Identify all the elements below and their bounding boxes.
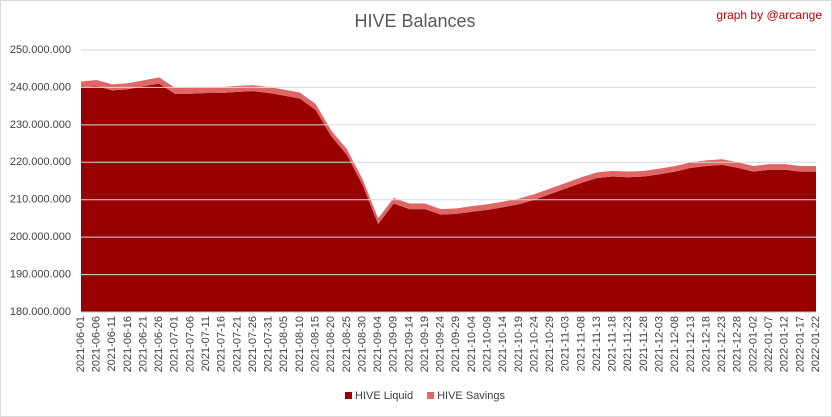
x-tick-label: 2021-11-23 (622, 316, 634, 371)
x-tick-label: 2021-08-20 (325, 316, 337, 372)
x-tick-label: 2021-09-24 (435, 316, 447, 372)
x-tick-label: 2022-01-07 (763, 316, 775, 372)
x-tick-label: 2021-09-09 (388, 316, 400, 372)
chart-title: HIVE Balances (354, 11, 475, 31)
x-tick-label: 2021-06-21 (137, 316, 149, 372)
x-tick-label: 2021-11-08 (575, 316, 587, 371)
x-tick-label: 2021-10-24 (528, 316, 540, 372)
x-tick-label: 2021-07-01 (169, 316, 181, 372)
x-tick-label: 2021-09-14 (403, 316, 415, 372)
x-tick-label: 2021-12-18 (700, 316, 712, 372)
y-tick-label: 200.000.000 (10, 231, 71, 243)
x-tick-label: 2021-12-03 (654, 316, 666, 372)
x-tick-label: 2021-10-29 (544, 316, 556, 372)
legend-label: HIVE Liquid (355, 390, 413, 402)
legend-label: HIVE Savings (437, 390, 505, 402)
y-tick-label: 240.000.000 (10, 81, 71, 93)
area (81, 83, 816, 312)
x-tick-label: 2021-12-23 (716, 316, 728, 372)
x-tick-label: 2021-08-10 (294, 316, 306, 372)
x-tick-label: 2021-12-13 (685, 316, 697, 372)
x-tick-label: 2021-06-01 (75, 316, 87, 372)
x-tick-label: 2021-09-04 (372, 316, 384, 372)
credit: graph by @arcange (716, 8, 822, 22)
x-tick-label: 2021-06-06 (91, 316, 103, 372)
y-tick-label: 230.000.000 (10, 119, 71, 131)
y-tick-label: 190.000.000 (10, 268, 71, 280)
x-tick-label: 2022-01-12 (779, 316, 791, 372)
x-tick-label: 2021-10-19 (513, 316, 525, 372)
x-tick-label: 2021-09-19 (419, 316, 431, 372)
x-tick-label: 2021-11-18 (607, 316, 619, 371)
x-tick-label: 2022-01-22 (810, 316, 822, 372)
x-tick-label: 2022-01-02 (747, 316, 759, 372)
x-tick-label: 2021-07-06 (184, 316, 196, 372)
x-tick-label: 2021-07-21 (231, 316, 243, 372)
x-tick-label: 2021-10-14 (497, 316, 509, 372)
y-tick-label: 210.000.000 (10, 194, 71, 206)
x-tick-label: 2021-08-05 (278, 316, 290, 372)
x-tick-label: 2021-06-26 (153, 316, 165, 372)
y-tick-label: 180.000.000 (10, 306, 71, 318)
x-tick-label: 2021-10-04 (466, 316, 478, 372)
x-tick-label: 2021-07-31 (263, 316, 275, 372)
x-tick-label: 2021-08-15 (309, 316, 321, 372)
y-tick-label: 250.000.000 (10, 44, 71, 56)
x-tick-label: 2021-09-29 (450, 316, 462, 372)
x-tick-label: 2021-06-16 (122, 316, 134, 372)
x-tick-label: 2021-11-03 (560, 316, 572, 371)
x-tick-label: 2021-07-16 (216, 316, 228, 372)
x-tick-label: 2021-11-28 (638, 316, 650, 371)
x-tick-label: 2021-12-28 (732, 316, 744, 372)
x-tick-label: 2021-07-11 (200, 316, 212, 371)
x-tick-label: 2021-11-13 (591, 316, 603, 371)
x-tick-label: 2021-07-26 (247, 316, 259, 372)
x-tick-label: 2021-12-08 (669, 316, 681, 372)
x-tick-label: 2021-08-30 (356, 316, 368, 372)
x-tick-label: 2021-10-09 (482, 316, 494, 372)
legend-swatch (345, 392, 352, 399)
y-tick-label: 220.000.000 (10, 156, 71, 168)
legend-swatch (427, 392, 435, 399)
x-tick-label: 2021-06-11 (106, 316, 118, 371)
x-tick-label: 2021-08-25 (341, 316, 353, 372)
x-tick-label: 2022-01-17 (794, 316, 806, 372)
